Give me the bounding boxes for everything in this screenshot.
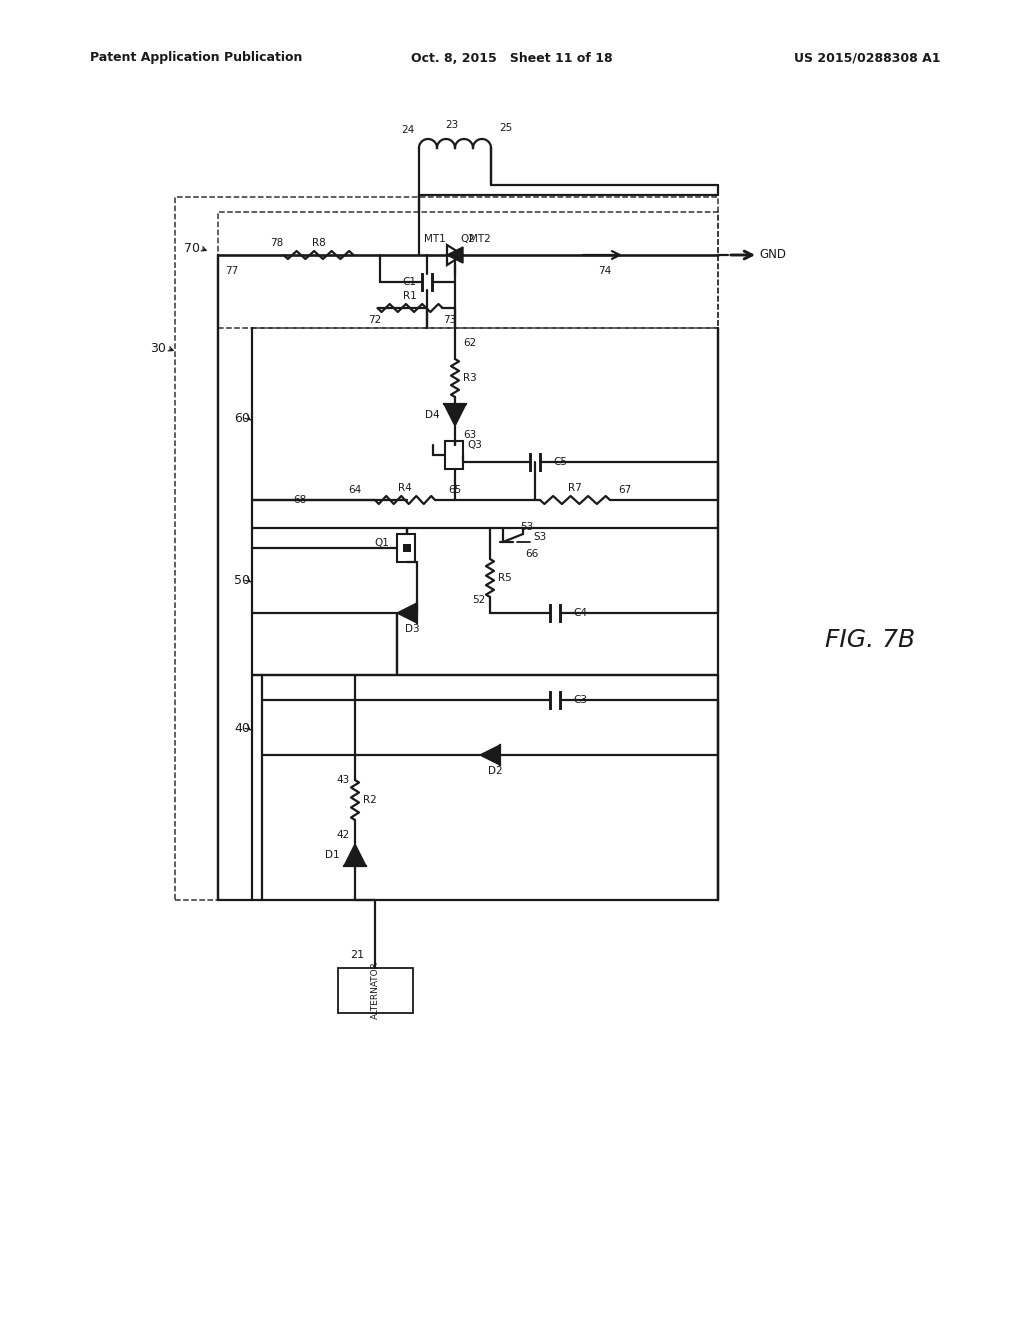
Text: 53: 53 xyxy=(520,521,534,532)
Text: MT1: MT1 xyxy=(424,234,445,244)
Bar xyxy=(175,197,718,900)
Text: Q2: Q2 xyxy=(460,234,475,244)
Text: C5: C5 xyxy=(553,457,567,467)
Text: D3: D3 xyxy=(404,624,419,634)
Text: C3: C3 xyxy=(573,696,587,705)
Text: 52: 52 xyxy=(472,595,485,605)
Text: 73: 73 xyxy=(443,315,457,325)
Polygon shape xyxy=(480,744,500,766)
Text: R2: R2 xyxy=(362,795,377,805)
Text: GND: GND xyxy=(760,248,786,261)
Text: 64: 64 xyxy=(348,484,361,495)
Text: 30: 30 xyxy=(151,342,166,355)
Bar xyxy=(252,675,718,900)
Polygon shape xyxy=(397,603,417,623)
Text: Q1: Q1 xyxy=(374,539,389,548)
Bar xyxy=(397,535,415,562)
Bar xyxy=(445,441,463,469)
Text: 25: 25 xyxy=(499,123,512,133)
Text: 42: 42 xyxy=(337,830,350,840)
Bar xyxy=(252,327,718,528)
Text: 77: 77 xyxy=(225,267,239,276)
Text: R5: R5 xyxy=(498,573,512,583)
Text: C4: C4 xyxy=(573,609,587,618)
Text: 68: 68 xyxy=(293,495,306,506)
Text: 66: 66 xyxy=(525,549,539,558)
Text: D2: D2 xyxy=(487,766,503,776)
Text: Q3: Q3 xyxy=(467,440,482,450)
Text: 72: 72 xyxy=(369,315,382,325)
Text: 40: 40 xyxy=(234,722,250,734)
Text: 63: 63 xyxy=(463,430,476,440)
Text: 62: 62 xyxy=(463,338,476,348)
Text: 24: 24 xyxy=(400,125,414,135)
Text: R3: R3 xyxy=(463,374,477,383)
Polygon shape xyxy=(447,246,463,265)
Bar xyxy=(252,528,718,675)
Text: R1: R1 xyxy=(403,290,417,301)
Text: 50: 50 xyxy=(234,573,250,586)
Bar xyxy=(403,544,411,552)
Text: 70: 70 xyxy=(184,242,200,255)
Text: R7: R7 xyxy=(568,483,582,492)
Bar xyxy=(338,968,413,1012)
Polygon shape xyxy=(444,404,466,426)
Text: R4: R4 xyxy=(398,483,412,492)
Polygon shape xyxy=(447,247,463,263)
Text: 43: 43 xyxy=(337,775,350,785)
Text: 78: 78 xyxy=(270,238,283,248)
Text: D4: D4 xyxy=(425,411,440,420)
Text: 23: 23 xyxy=(445,120,459,129)
Text: US 2015/0288308 A1: US 2015/0288308 A1 xyxy=(794,51,940,65)
Text: 21: 21 xyxy=(350,950,365,960)
Text: R8: R8 xyxy=(311,238,326,248)
Text: 65: 65 xyxy=(449,484,462,495)
Text: C1: C1 xyxy=(402,277,416,286)
Text: Patent Application Publication: Patent Application Publication xyxy=(90,51,302,65)
Bar xyxy=(218,213,718,327)
Text: 74: 74 xyxy=(598,267,611,276)
Text: 67: 67 xyxy=(618,484,632,495)
Text: D1: D1 xyxy=(326,850,340,861)
Text: Oct. 8, 2015   Sheet 11 of 18: Oct. 8, 2015 Sheet 11 of 18 xyxy=(412,51,612,65)
Text: S3: S3 xyxy=(534,532,546,543)
Polygon shape xyxy=(344,843,366,866)
Text: MT2: MT2 xyxy=(469,234,490,244)
Text: ALTERNATOR: ALTERNATOR xyxy=(371,961,380,1019)
Text: 60: 60 xyxy=(234,412,250,425)
Text: FIG. 7B: FIG. 7B xyxy=(825,628,915,652)
